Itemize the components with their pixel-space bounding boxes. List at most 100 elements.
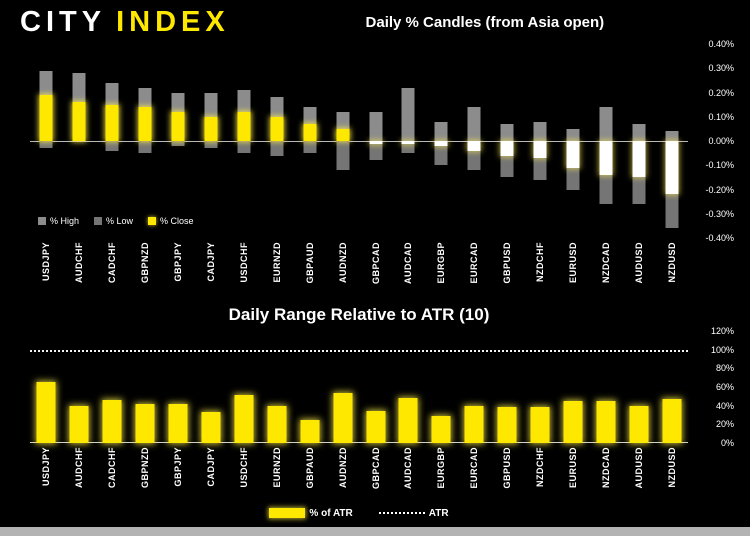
candle-col-nzdchf: [524, 44, 557, 238]
atr-col-eurusd: [557, 331, 590, 443]
close-candle: [369, 141, 383, 144]
atr-xlabel-nzdcad: NZDCAD: [600, 447, 611, 488]
atr-xlabel-audusd: AUDUSD: [633, 447, 644, 489]
low-bar: [39, 141, 53, 149]
atr-col-audchf: [63, 331, 96, 443]
candles-xlabel-gbpjpy: GBPJPY: [173, 242, 184, 282]
atr-chart-legend: % of ATR ATR: [30, 504, 688, 522]
candles-xlabel-audchf: AUDCHF: [74, 242, 85, 283]
atr-xlabel-eurcad: EURCAD: [469, 447, 480, 489]
atr-value-bar: [168, 403, 188, 443]
atr-value-bar: [530, 406, 550, 443]
atr-value-bar: [563, 401, 583, 443]
close-candle: [336, 128, 350, 141]
atr-xlabel-cadchf: CADCHF: [107, 447, 118, 488]
candle-col-eurusd: [557, 44, 590, 238]
candles-xlabel-cadjpy: CADJPY: [205, 242, 216, 282]
close-candle: [39, 94, 53, 141]
atr-value-bar: [366, 411, 386, 443]
zero-axis-line: [30, 140, 688, 142]
atr-xlabel-col: NZDCAD: [589, 447, 622, 501]
candles-xlabel-nzdusd: NZDUSD: [666, 242, 677, 283]
city-index-logo: CITY INDEX: [20, 6, 230, 39]
candle-col-gbpjpy: [162, 44, 195, 238]
close-candle: [171, 111, 185, 141]
atr-col-usdjpy: [30, 331, 63, 443]
candles-xlabel-col: GBPJPY: [162, 242, 195, 298]
atr-xlabel-col: NZDCHF: [524, 447, 557, 501]
atr-xlabel-col: AUDNZD: [326, 447, 359, 501]
candles-xlabel-gbpcad: GBPCAD: [370, 242, 381, 285]
high-bar: [434, 121, 448, 141]
close-candle: [303, 124, 317, 141]
atr-baseline: [30, 442, 688, 443]
candles-xlabel-col: AUDCHF: [63, 242, 96, 298]
atr-xlabel-col: EURGBP: [425, 447, 458, 501]
legend-label: % Low: [106, 216, 134, 226]
close-candle: [138, 107, 152, 141]
close-candle: [401, 141, 415, 144]
atr-xlabel-col: USDCHF: [227, 447, 260, 501]
close-candle: [72, 102, 86, 141]
candles-xlabel-col: EURGBP: [425, 242, 458, 298]
close-candle: [105, 104, 119, 141]
candles-xlabel-eurcad: EURCAD: [469, 242, 480, 284]
legend-label-atr: ATR: [428, 507, 449, 519]
high-bar: [401, 87, 415, 141]
atr-x-axis: USDJPY AUDCHF CADCHF GBPNZD GBPJPY CADJPY USDC…: [30, 443, 688, 501]
candles-xlabel-col: GBPUSD: [491, 242, 524, 298]
atr-xlabel-gbpjpy: GBPJPY: [173, 447, 184, 487]
candles-xlabel-nzdchf: NZDCHF: [535, 242, 546, 282]
atr-xlabel-col: GBPNZD: [129, 447, 162, 501]
atr-col-nzdusd: [655, 331, 688, 443]
atr-value-bar: [431, 415, 451, 443]
atr-xlabel-col: AUDCHF: [63, 447, 96, 501]
low-bar: [105, 141, 119, 151]
candles-xlabel-col: EURNZD: [260, 242, 293, 298]
legend-label: % Close: [160, 216, 194, 226]
atr-xlabel-usdjpy: USDJPY: [41, 447, 52, 487]
candle-col-cadchf: [96, 44, 129, 238]
candles-xlabel-col: AUDCAD: [392, 242, 425, 298]
candles-xlabel-eurusd: EURUSD: [567, 242, 578, 284]
atr-chart-title: Daily Range Relative to ATR (10): [228, 305, 490, 324]
candles-xlabel-audusd: AUDUSD: [633, 242, 644, 284]
candles-xlabel-eurnzd: EURNZD: [271, 242, 282, 283]
atr-xlabel-col: EURUSD: [557, 447, 590, 501]
y-tick-label: 0.20%: [708, 87, 734, 98]
atr-col-eurgbp: [425, 331, 458, 443]
close-candle: [599, 141, 613, 175]
candle-col-eurnzd: [260, 44, 293, 238]
low-bar: [303, 141, 317, 154]
legend-swatch: [148, 217, 157, 225]
candle-col-gbpcad: [359, 44, 392, 238]
atr-col-audnzd: [326, 331, 359, 443]
atr-xlabel-col: EURCAD: [458, 447, 491, 501]
legend-swatch: [94, 217, 103, 225]
close-candle: [500, 141, 514, 156]
candle-col-audnzd: [326, 44, 359, 238]
atr-chart: 120% 100% 80% 60% 40% 20% 0% USDJPY AUDCHF CADCH…: [0, 326, 750, 501]
low-bar: [336, 141, 350, 171]
candles-xlabel-cadchf: CADCHF: [107, 242, 118, 283]
atr-col-nzdchf: [524, 331, 557, 443]
candles-chart: % High% Low% Close 0.40% 0.30% 0.20% 0.10% 0…: [0, 39, 750, 298]
atr-value-bar: [300, 419, 320, 443]
atr-col-gbpaud: [293, 331, 326, 443]
high-bar: [632, 124, 646, 141]
candles-xlabel-col: EURCAD: [458, 242, 491, 298]
candles-xlabel-col: NZDCHF: [524, 242, 557, 298]
atr-value-bar: [497, 406, 517, 443]
candles-xlabel-col: GBPCAD: [359, 242, 392, 298]
atr-xlabel-nzdchf: NZDCHF: [535, 447, 546, 487]
atr-xlabel-col: CADJPY: [195, 447, 228, 501]
candles-xlabel-nzdcad: NZDCAD: [600, 242, 611, 283]
high-bar: [467, 107, 481, 141]
high-bar: [369, 111, 383, 141]
atr-y-axis: 120% 100% 80% 60% 40% 20% 0%: [692, 326, 742, 448]
header: CITY INDEX Daily % Candles (from Asia ope…: [0, 0, 750, 44]
candles-xlabel-col: EURUSD: [557, 242, 590, 298]
atr-col-gbpjpy: [162, 331, 195, 443]
candle-col-eurcad: [458, 44, 491, 238]
atr-dotted-line: [30, 349, 688, 352]
